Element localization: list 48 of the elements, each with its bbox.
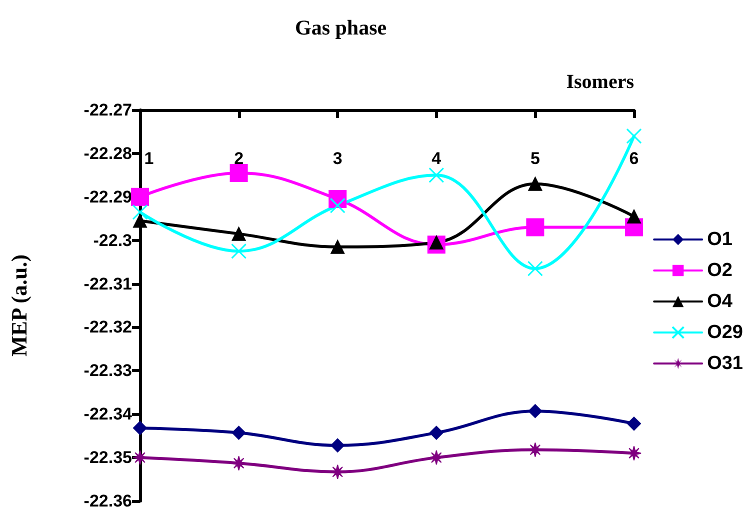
point: [429, 426, 444, 440]
point: [526, 218, 544, 236]
point: [330, 198, 346, 214]
point: [527, 260, 543, 276]
y-tick-label: -22.31: [84, 274, 132, 294]
point: [132, 204, 148, 220]
point: [132, 450, 148, 466]
y-tick-label: -22.35: [84, 448, 132, 468]
y-tick-label: -22.33: [84, 361, 132, 380]
x-tick-label: 4: [432, 149, 442, 168]
point: [626, 128, 642, 144]
x-tick-label: 6: [629, 149, 639, 168]
point: [528, 176, 542, 191]
point: [133, 421, 147, 436]
point: [231, 243, 247, 259]
point: [330, 438, 345, 452]
x-tick-label: 5: [530, 149, 540, 168]
legend-label: O4: [707, 291, 733, 312]
point: [428, 450, 444, 466]
x-tick-label: 3: [332, 149, 342, 168]
legend-label: O1: [707, 229, 733, 250]
y-tick-label: -22.3: [93, 230, 132, 250]
y-tick-label: -22.27: [84, 100, 132, 120]
x-tick-label: 2: [234, 149, 244, 168]
point: [230, 164, 248, 182]
point: [330, 240, 345, 254]
y-tick-label: -22.29: [84, 187, 132, 206]
point: [232, 426, 246, 440]
point: [626, 446, 642, 461]
point: [231, 456, 246, 471]
y-tick-label: -22.28: [84, 144, 132, 163]
y-tick-label: -22.36: [84, 492, 132, 510]
legend-label: O2: [707, 260, 732, 281]
chart-title: Gas phase: [295, 16, 387, 40]
point: [133, 214, 147, 228]
y-axis-title: MEP (a.u.): [6, 254, 32, 357]
point: [232, 226, 246, 241]
point: [528, 404, 542, 418]
point: [131, 188, 149, 206]
legend-label: O31: [707, 353, 744, 374]
x-tick-label: 1: [144, 149, 154, 168]
y-tick-label: -22.34: [84, 404, 133, 424]
point: [428, 167, 444, 183]
y-tick-label: -22.32: [84, 318, 132, 337]
x-axis-title: Isomers: [566, 71, 634, 93]
point: [627, 416, 641, 431]
point: [627, 209, 641, 224]
legend-label: O29: [707, 322, 744, 343]
